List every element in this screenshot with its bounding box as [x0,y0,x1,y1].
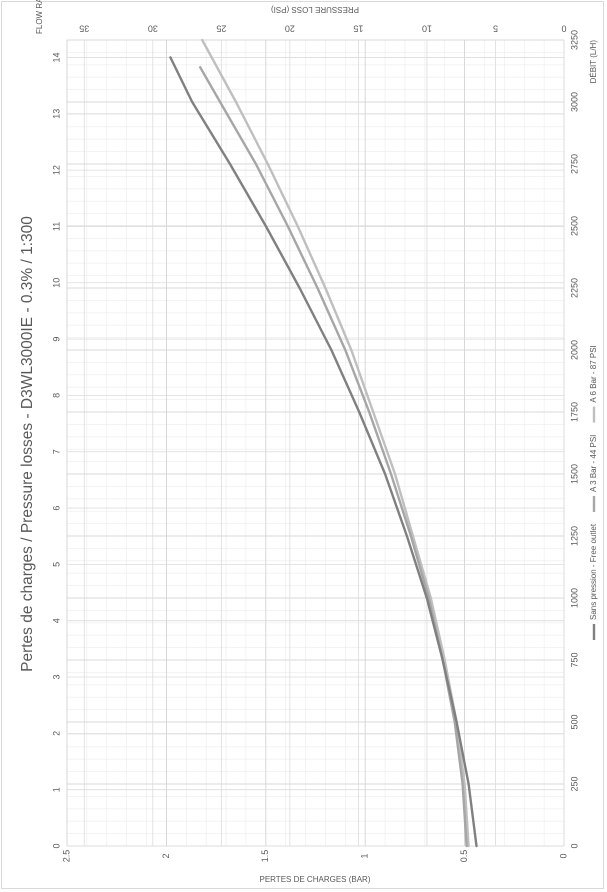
tick-labels: 0250500750100012501500175020002250250027… [51,24,579,863]
y-secondary-tick-label: 5 [493,24,498,34]
x-secondary-tick-label: 6 [51,506,61,511]
x-primary-tick-label: 500 [569,714,579,729]
x-secondary-tick-label: 11 [51,222,61,231]
y-secondary-tick-label: 0 [561,24,566,34]
y-primary-tick-label: 2.5 [61,850,71,863]
x-secondary-tick-label: 8 [51,393,61,398]
x-primary-tick-label: 3250 [569,30,579,50]
x-secondary-tick-label: 5 [51,562,61,567]
x-secondary-tick-label: 9 [51,337,61,342]
x-secondary-axis-title: FLOW RATE (US GPM) [35,0,44,34]
x-primary-tick-label: 2000 [569,340,579,360]
x-primary-tick-label: 250 [569,776,579,791]
x-secondary-tick-label: 1 [51,787,61,792]
y-secondary-tick-label: 30 [148,24,158,34]
x-secondary-tick-label: 13 [51,109,61,119]
x-secondary-tick-label: 12 [51,165,61,175]
x-secondary-tick-label: 2 [51,731,61,736]
x-secondary-tick-label: 7 [51,449,61,454]
gridlines [66,39,565,847]
x-primary-tick-label: 1750 [569,402,579,422]
y-secondary-tick-label: 25 [216,24,226,34]
legend-label: A 6 Bar - 87 PSI [589,345,598,402]
series-lines [169,38,478,848]
x-primary-tick-label: 0 [569,843,579,848]
y-secondary-tick-label: 10 [422,24,432,34]
x-secondary-tick-label: 3 [51,675,61,680]
x-secondary-tick-label: 0 [51,843,61,848]
legend-label: Sans pression - Free outlet [589,523,598,620]
y-primary-tick-label: 1 [360,853,370,858]
x-secondary-tick-label: 14 [51,52,61,62]
legend-label: A 3 Bar - 44 PSI [589,435,598,492]
y-primary-tick-label: 1.5 [260,850,270,863]
y-primary-tick-label: 0.5 [459,850,469,863]
y-primary-axis-title: PERTES DE CHARGES (BAR) [260,875,371,884]
x-primary-tick-label: 1500 [569,464,579,484]
y-primary-tick-label: 2 [161,853,171,858]
x-primary-tick-label: 2250 [569,278,579,298]
y-secondary-tick-label: 15 [353,24,363,34]
x-primary-tick-label: 2750 [569,154,579,174]
y-secondary-tick-label: 20 [285,24,295,34]
x-primary-tick-label: 3000 [569,92,579,112]
series-line [169,56,478,848]
chart-title: Pertes de charges / Pressure losses - D3… [19,216,36,672]
series-line [200,38,470,848]
y-primary-tick-label: 0 [558,853,568,858]
legend: Sans pression - Free outlet A 3 Bar - 44 … [589,345,598,640]
y-secondary-axis-title: PRESSURE LOSS (PSI) [271,5,359,14]
text-labels: Pertes de charges / Pressure losses - D3… [19,0,598,884]
y-secondary-tick-label: 35 [79,24,89,34]
x-primary-tick-label: 2500 [569,216,579,236]
series-line [198,66,468,848]
x-secondary-tick-label: 4 [51,618,61,623]
x-secondary-tick-label: 10 [51,278,61,288]
x-primary-axis-title: DÉBIT (L/H) [589,40,598,84]
x-primary-tick-label: 1250 [569,526,579,546]
x-primary-tick-label: 750 [569,652,579,667]
x-primary-tick-label: 1000 [569,588,579,608]
